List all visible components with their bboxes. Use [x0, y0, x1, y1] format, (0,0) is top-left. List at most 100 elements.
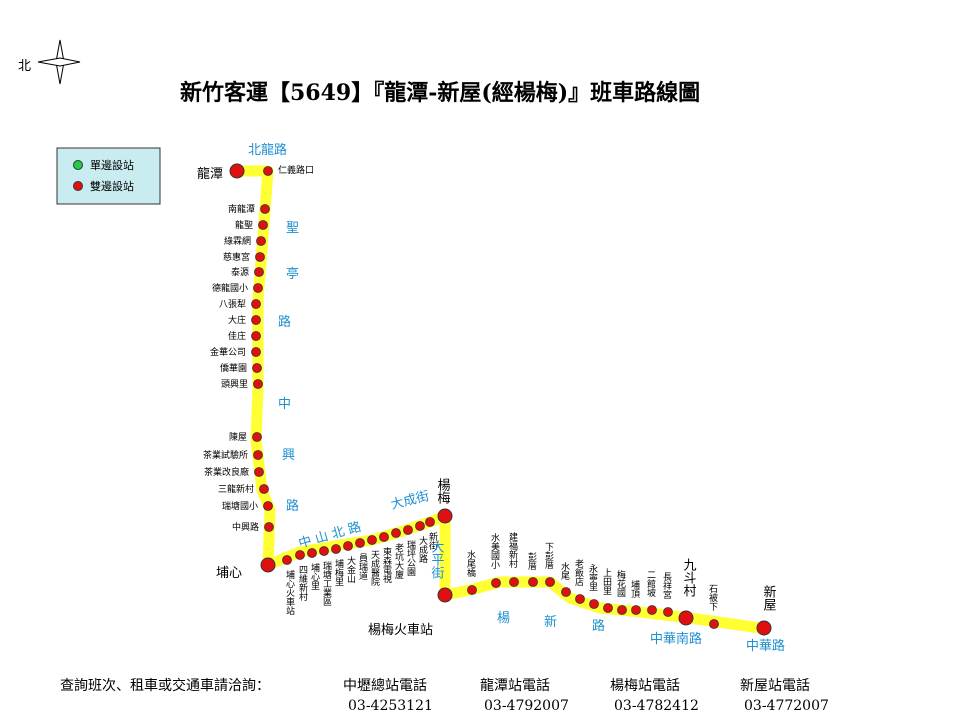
stop-label: 頭興里 — [221, 379, 248, 390]
stop-marker[interactable] — [259, 484, 269, 494]
stop-marker[interactable] — [491, 578, 501, 588]
stop-label: 天成醫院 — [369, 550, 380, 587]
compass-icon — [37, 39, 81, 85]
stop-marker[interactable] — [253, 283, 263, 293]
legend: 單邊設站 雙邊設站 — [56, 147, 161, 205]
road-xin: 新 — [544, 614, 557, 630]
stop-label: 東森電視 — [381, 546, 392, 584]
stop-marker[interactable] — [253, 450, 263, 460]
stop-marker[interactable] — [282, 555, 292, 565]
stop-marker[interactable] — [331, 544, 341, 554]
stop-label: 南龍潭 — [228, 203, 255, 215]
terminal-marker-yangmei-station[interactable] — [437, 587, 453, 603]
road-lu3: 路 — [592, 618, 605, 634]
stop-label: 慈惠宮 — [223, 251, 250, 263]
road-zhonghua: 中華路 — [746, 638, 785, 654]
stop-marker[interactable] — [263, 166, 273, 176]
stop-marker[interactable] — [467, 585, 477, 595]
terminal-longtan: 龍潭 — [197, 166, 223, 182]
terminal-marker-pushin[interactable] — [260, 557, 276, 573]
stop-marker[interactable] — [343, 541, 353, 551]
terminal-xinwu: 新屋 — [761, 584, 777, 612]
stop-marker[interactable] — [617, 605, 627, 615]
stop-label: 大庄 — [228, 314, 246, 326]
stop-marker[interactable] — [258, 220, 268, 230]
stop-label: 金華公司 — [210, 346, 246, 358]
stop-marker[interactable] — [307, 548, 317, 558]
stop-label: 仁義路口 — [278, 164, 314, 176]
stop-marker[interactable] — [253, 379, 263, 389]
stop-label: 新街 — [427, 531, 438, 551]
stop-marker[interactable] — [254, 467, 264, 477]
stop-marker[interactable] — [260, 204, 270, 214]
stop-label: 佳庄 — [228, 330, 246, 342]
road-daping: 大平街 — [429, 540, 445, 579]
stop-marker[interactable] — [251, 347, 261, 357]
stop-label: 八張犁 — [219, 298, 246, 310]
stop-marker[interactable] — [367, 535, 377, 545]
terminal-marker-jiudoucun[interactable] — [678, 610, 694, 626]
stop-label: 長祥宮 — [661, 572, 672, 600]
double-side-marker — [73, 181, 83, 191]
stop-label: 埔頂 — [629, 579, 640, 599]
stop-marker[interactable] — [663, 607, 673, 617]
stop-marker[interactable] — [252, 363, 262, 373]
footer-yangmei-phone: 03-4782412 — [614, 698, 699, 714]
stop-label: 龍聖 — [235, 219, 253, 231]
stop-marker[interactable] — [319, 546, 329, 556]
stop-marker[interactable] — [379, 532, 389, 542]
stop-marker[interactable] — [415, 521, 425, 531]
stop-marker[interactable] — [251, 331, 261, 341]
stop-label: 水尾橋 — [465, 549, 476, 578]
stop-label: 建福新村 — [507, 531, 518, 568]
legend-single-side: 單邊設站 — [90, 158, 134, 172]
terminal-marker-xinwu[interactable] — [756, 620, 772, 636]
stop-marker[interactable] — [709, 619, 719, 629]
stop-marker[interactable] — [255, 252, 265, 262]
stop-label: 陳屋 — [229, 432, 247, 443]
terminal-yangmei: 楊梅 — [435, 477, 451, 504]
stop-marker[interactable] — [509, 577, 519, 587]
stop-marker[interactable] — [631, 605, 641, 615]
stop-marker[interactable] — [355, 538, 365, 548]
page-title: 新竹客運【5649】『龍潭-新屋(經楊梅)』班車路線圖 — [180, 80, 700, 106]
stop-label: 德龍國小 — [212, 282, 248, 294]
stop-marker[interactable] — [263, 501, 273, 511]
stop-marker[interactable] — [403, 525, 413, 535]
road-dacheng: 大成街 — [389, 489, 430, 513]
stop-marker[interactable] — [251, 299, 261, 309]
road-xing: 興 — [282, 448, 295, 463]
stop-marker[interactable] — [264, 522, 274, 532]
stop-marker[interactable] — [391, 528, 401, 538]
stop-label: 老飯店 — [573, 558, 584, 587]
stop-marker[interactable] — [425, 517, 435, 527]
road-lu2: 路 — [286, 498, 299, 514]
stop-marker[interactable] — [603, 603, 613, 613]
stop-label: 茶業改良廠 — [204, 466, 249, 478]
stop-label: 瑞塘工業區 — [321, 560, 332, 606]
stop-marker[interactable] — [575, 594, 585, 604]
road-zhonghuanan: 中華南路 — [650, 631, 702, 647]
terminal-marker-yangmei[interactable] — [437, 508, 453, 524]
stop-marker[interactable] — [254, 267, 264, 277]
footer-xinwu-label: 新屋站電話 — [740, 677, 810, 694]
stop-label: 彭厝 — [526, 551, 537, 571]
single-side-marker — [73, 160, 83, 170]
stop-label: 石被下 — [707, 584, 718, 612]
terminal-marker-longtan[interactable] — [229, 163, 245, 179]
stop-marker[interactable] — [647, 605, 657, 615]
stop-marker[interactable] — [256, 236, 266, 246]
stop-label: 四維新村 — [297, 565, 308, 601]
terminal-jiudoucun: 九斗村 — [681, 558, 697, 597]
stop-marker[interactable] — [295, 550, 305, 560]
road-sheng: 聖 — [286, 221, 299, 236]
stop-marker[interactable] — [252, 432, 262, 442]
stop-marker[interactable] — [589, 599, 599, 609]
legend-double-side: 雙邊設站 — [90, 179, 134, 193]
stop-marker[interactable] — [561, 587, 571, 597]
stop-marker[interactable] — [251, 315, 261, 325]
stop-label: 二館坡 — [645, 570, 656, 598]
road-lu1: 路 — [278, 314, 291, 330]
stop-marker[interactable] — [528, 577, 538, 587]
stop-marker[interactable] — [545, 577, 555, 587]
